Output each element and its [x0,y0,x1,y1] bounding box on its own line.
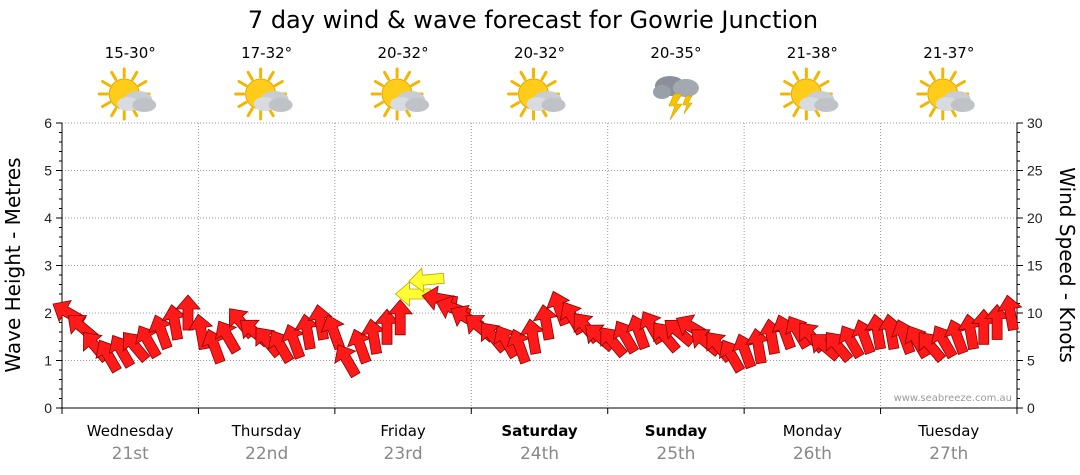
day-label: Thursday [231,422,302,440]
wind-arrow [997,294,1023,332]
wind-arrow [612,320,640,355]
temperature-label: 17-32° [241,44,292,62]
wind-arrow [161,304,187,341]
weather-icons [97,67,975,121]
partly-cloudy-icon [507,67,566,121]
wind-arrow [838,325,865,360]
partly-cloudy-icon [234,67,293,121]
date-label: 21st [112,444,149,464]
temperature-label: 20-35° [650,44,701,62]
day-label: Sunday [645,422,708,440]
wind-arrow [394,281,431,307]
wind-arrow [108,334,136,369]
right-tick-label: 25 [1027,163,1043,179]
axis-ticks [56,122,1023,414]
partly-cloudy-icon [779,67,839,121]
day-label: Tuesday [917,422,979,440]
watermark: www.seabreeze.com.au [894,393,1012,404]
wind-arrow [718,339,746,374]
temperature-label: 15-30° [105,44,156,62]
date-label: 27th [929,444,968,464]
wind-arrow [307,304,333,341]
left-tick-label: 4 [44,210,52,226]
temperature-label: 21-37° [923,44,974,62]
wind-arrow [408,267,445,293]
wind-arrow [267,330,295,365]
left-tick-label: 2 [44,305,52,321]
day-label: Monday [783,422,842,440]
left-tick-label: 6 [44,115,52,131]
right-tick-labels: 0 5 10 15 20 25 30 [1027,115,1043,416]
chart-title: 7 day wind & wave forecast for Gowrie Ju… [248,6,818,34]
right-axis-title: Wind Speed - Knots [1055,167,1079,363]
date-label: 24th [520,444,559,464]
wind-arrow [387,299,414,336]
temperature-label: 20-32° [514,44,565,62]
left-tick-label: 5 [44,163,52,179]
wind-arrow [214,320,242,355]
day-label: Friday [380,422,426,440]
partly-cloudy-icon [916,67,975,121]
grid-lines [62,122,1017,408]
wind-arrow [334,344,361,379]
wind-arrow [653,322,681,354]
day-label: Wednesday [87,422,174,440]
temperature-label: 21-38° [787,44,838,62]
wind-arrow [122,332,151,364]
wind-arrow [931,325,958,360]
wind-arrow [984,303,1010,340]
wind-arrow [877,313,904,351]
wind-arrow [918,332,947,364]
date-label: 26th [793,444,832,464]
date-label: 25th [656,444,695,464]
wind-arrow [135,325,162,360]
left-tick-label: 3 [44,258,52,274]
temperature-labels: 15-30° 17-32° 20-32° 20-32° 20-35° 21-38° 21-3… [105,44,975,62]
wind-arrow [825,332,854,364]
wind-arrow [360,318,386,355]
wind-arrow [374,308,400,345]
wind-arrow [532,304,559,341]
wind-arrow [95,339,122,374]
day-label: Saturday [501,422,578,440]
right-tick-label: 5 [1027,353,1035,369]
left-axis-title: Wave Height - Metres [1,157,25,372]
date-label: 22nd [245,444,288,464]
right-tick-label: 20 [1027,210,1043,226]
partly-cloudy-icon [370,67,430,121]
day-labels: Wednesday 21st Thursday 22nd Friday 23rd Satur… [87,422,980,464]
wind-arrows [52,267,1023,379]
temperature-label: 20-32° [378,44,429,62]
wind-arrow [320,314,345,351]
left-tick-labels: 0 1 2 3 4 5 6 [44,115,52,416]
date-label: 23rd [384,444,423,464]
thunderstorm-icon [652,76,699,121]
partly-cloudy-icon [97,67,157,121]
right-tick-label: 30 [1027,115,1043,131]
right-tick-label: 10 [1027,305,1043,321]
left-tick-label: 1 [44,353,52,369]
wind-arrow [519,318,545,355]
left-tick-label: 0 [44,400,52,416]
right-tick-label: 15 [1027,258,1043,274]
right-tick-label: 0 [1027,400,1035,416]
wind-arrow [600,327,628,359]
